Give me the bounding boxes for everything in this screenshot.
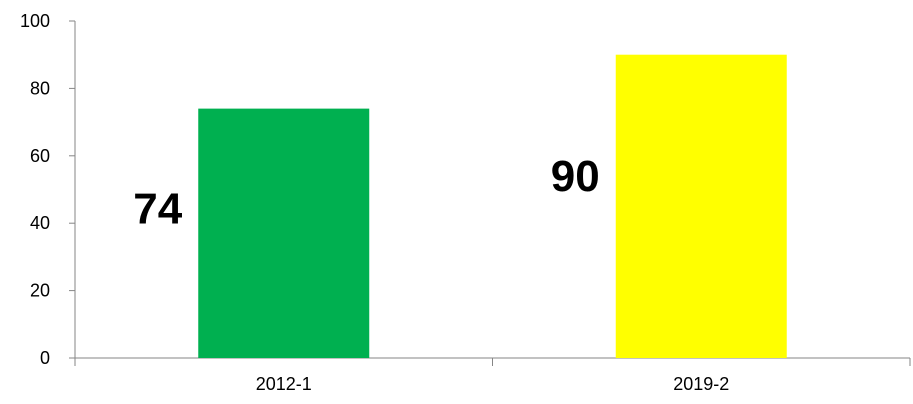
y-tick-label: 60	[30, 146, 50, 166]
data-label: 90	[551, 152, 600, 201]
y-tick-label: 0	[40, 348, 50, 368]
y-tick-label: 100	[20, 11, 50, 31]
y-tick-label: 20	[30, 281, 50, 301]
x-axis: 2012-1 2019-2	[74, 357, 911, 394]
data-label: 74	[133, 184, 182, 233]
y-tick-label: 40	[30, 213, 50, 233]
y-axis: 0 20 40 60 80 100	[20, 11, 76, 368]
bar-2012-1	[198, 108, 370, 359]
x-tick-label: 2012-1	[256, 374, 312, 394]
y-tick-label: 80	[30, 78, 50, 98]
x-tick-label: 2019-2	[673, 374, 729, 394]
bars	[198, 54, 787, 359]
bar-2019-2	[615, 54, 787, 358]
data-labels: 74 90	[133, 152, 599, 233]
